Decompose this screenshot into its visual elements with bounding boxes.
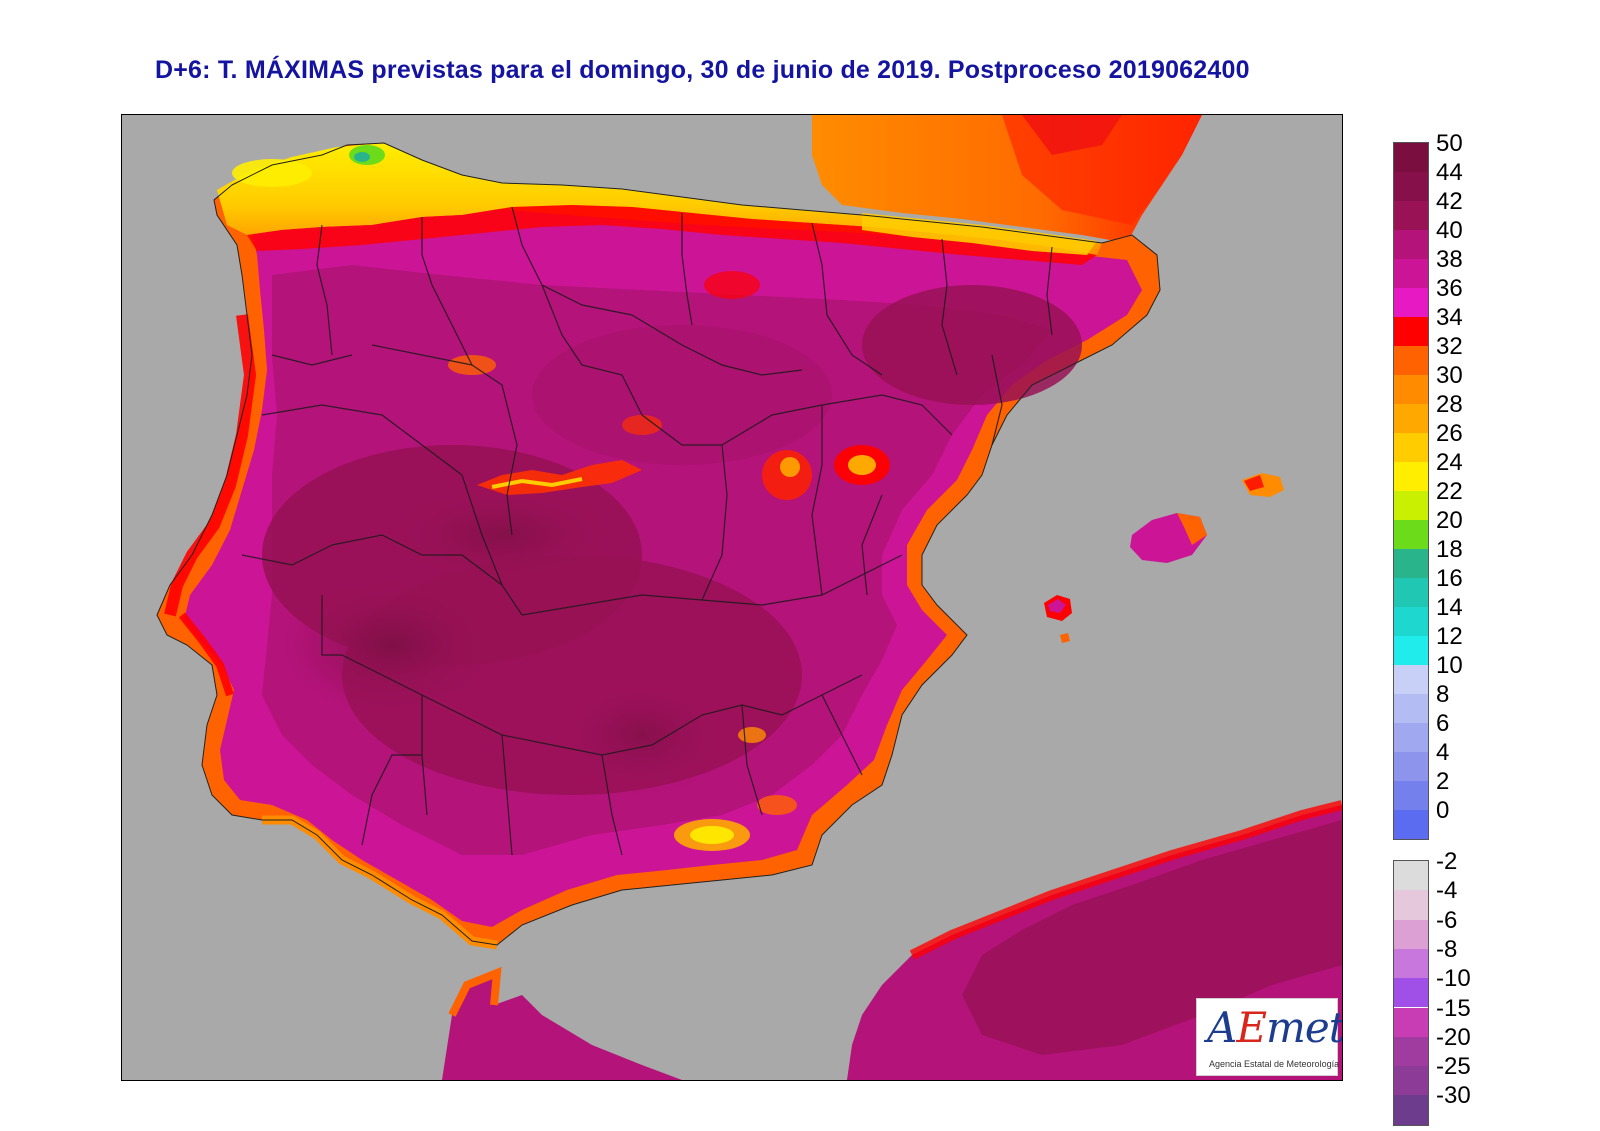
aemet-logo: AEmet Agencia Estatal de Meteorología xyxy=(1196,998,1342,1076)
legend-label: 38 xyxy=(1436,246,1463,273)
legend-swatch xyxy=(1394,578,1428,607)
legend-label: 0 xyxy=(1436,797,1450,824)
legend-label: 20 xyxy=(1436,507,1463,534)
legend-label: -30 xyxy=(1436,1082,1471,1110)
temperature-map: AEmet Agencia Estatal de Meteorología xyxy=(121,114,1343,1081)
legend-label: 40 xyxy=(1436,217,1463,244)
legend-swatch xyxy=(1394,752,1428,781)
balearic-islands xyxy=(1044,473,1284,643)
legend-swatch xyxy=(1394,201,1428,230)
legend-swatch xyxy=(1394,259,1428,288)
legend-label: 42 xyxy=(1436,188,1463,215)
legend-label: -10 xyxy=(1436,965,1471,993)
legend-label: 36 xyxy=(1436,275,1463,302)
legend-swatch xyxy=(1394,1066,1428,1096)
legend-swatch xyxy=(1394,433,1428,462)
legend-swatch xyxy=(1394,978,1428,1008)
aemet-logo-wordmark: AEmet xyxy=(1207,1003,1343,1052)
legend-label: 16 xyxy=(1436,565,1463,592)
map-canvas xyxy=(156,115,1342,1080)
legend-swatch xyxy=(1394,781,1428,810)
legend-label: 14 xyxy=(1436,594,1463,621)
legend-swatch xyxy=(1394,491,1428,520)
legend-swatch xyxy=(1394,948,1428,979)
legend-swatch xyxy=(1394,665,1428,694)
legend-label: 10 xyxy=(1436,652,1463,679)
legend-label: -20 xyxy=(1436,1023,1471,1051)
legend-positive-scale xyxy=(1393,142,1429,840)
legend-swatch xyxy=(1394,520,1428,549)
legend-label: 24 xyxy=(1436,449,1463,476)
legend-swatch xyxy=(1394,143,1428,172)
legend-swatch xyxy=(1394,404,1428,433)
legend-swatch xyxy=(1394,919,1428,949)
legend-label: 2 xyxy=(1436,768,1450,795)
legend-swatch xyxy=(1394,1007,1428,1037)
aemet-logo-subtitle: Agencia Estatal de Meteorología xyxy=(1209,1059,1340,1069)
legend-swatch xyxy=(1394,810,1428,839)
legend-negative-scale xyxy=(1393,860,1429,1126)
legend-label: -25 xyxy=(1436,1053,1471,1081)
legend-swatch xyxy=(1394,462,1428,491)
legend-swatch xyxy=(1394,890,1428,920)
legend-swatch xyxy=(1394,607,1428,636)
legend-label: 50 xyxy=(1436,130,1463,157)
legend-label: -15 xyxy=(1436,994,1471,1022)
legend-label: 22 xyxy=(1436,478,1463,505)
legend-label: -4 xyxy=(1436,877,1458,905)
legend-swatch xyxy=(1394,346,1428,375)
legend-label: 8 xyxy=(1436,681,1450,708)
legend-swatch xyxy=(1394,317,1428,346)
legend-swatch xyxy=(1394,694,1428,723)
legend-swatch xyxy=(1394,636,1428,665)
legend-swatch xyxy=(1394,1036,1428,1067)
legend-swatch xyxy=(1394,230,1428,259)
legend-label: 18 xyxy=(1436,536,1463,563)
legend-label: 44 xyxy=(1436,159,1463,186)
legend-label: 4 xyxy=(1436,739,1450,766)
legend-swatch xyxy=(1394,549,1428,578)
map-title: D+6: T. MÁXIMAS previstas para el doming… xyxy=(155,56,1250,84)
legend-swatch xyxy=(1394,861,1428,891)
legend-label: -2 xyxy=(1436,848,1458,875)
legend-label: 6 xyxy=(1436,710,1450,737)
province-borders xyxy=(241,206,1053,856)
legend-label: 34 xyxy=(1436,304,1463,331)
morocco-land xyxy=(442,973,682,1080)
legend-swatch xyxy=(1394,172,1428,201)
legend-label: 26 xyxy=(1436,420,1463,447)
legend-label: -8 xyxy=(1436,935,1458,963)
legend-label: -6 xyxy=(1436,906,1458,934)
legend-swatch xyxy=(1394,288,1428,317)
legend-label: 32 xyxy=(1436,333,1463,360)
legend-swatch xyxy=(1394,1095,1428,1125)
legend-label: 12 xyxy=(1436,623,1463,650)
legend-label: 28 xyxy=(1436,391,1463,418)
legend-swatch xyxy=(1394,723,1428,752)
legend-label: 30 xyxy=(1436,362,1463,389)
legend-swatch xyxy=(1394,375,1428,404)
